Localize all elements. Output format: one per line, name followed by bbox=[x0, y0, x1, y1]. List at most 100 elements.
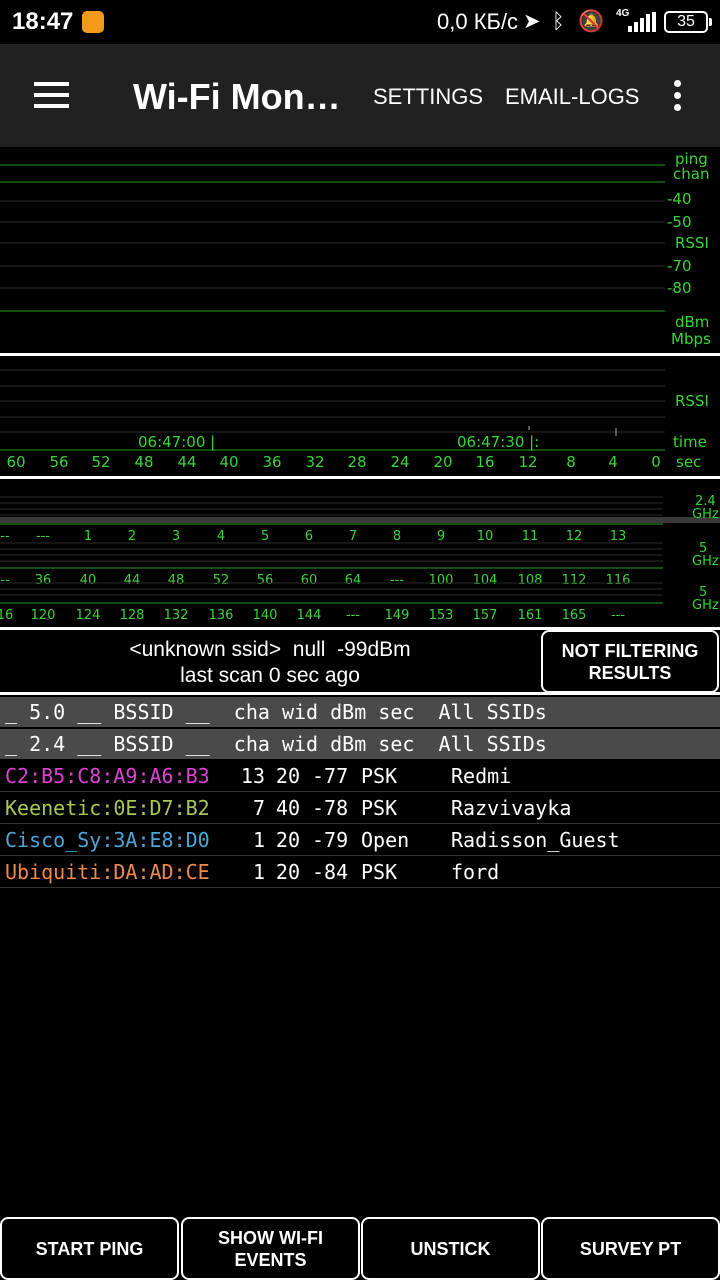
table-row[interactable]: Cisco_Sy:3A:E8:D0 1 20 -79 Open Radisson_Gues… bbox=[0, 825, 720, 856]
bssid-cell: Cisco_Sy:3A:E8:D0 bbox=[5, 828, 210, 852]
channel-tick: 52 bbox=[213, 573, 230, 588]
channel-tick: 124 bbox=[76, 608, 101, 623]
channel-tick: 11 bbox=[522, 529, 539, 544]
channel-tick: 48 bbox=[168, 573, 185, 588]
channel-tick: 100 bbox=[429, 573, 454, 588]
axis-label-70: -70 bbox=[667, 257, 692, 275]
rssi-cell: -79 bbox=[312, 828, 349, 852]
divider bbox=[0, 476, 720, 479]
rssi-time-canvas: RSSI 06:47:00 | 06:47:30 |: time 60 56 52 4… bbox=[0, 369, 709, 471]
unstick-button[interactable]: UNSTICK bbox=[361, 1217, 540, 1280]
divider bbox=[0, 692, 720, 695]
band-24-label-top: 2.4 bbox=[695, 494, 716, 509]
channel-tick: 8 bbox=[393, 529, 401, 544]
divider bbox=[0, 627, 720, 630]
email-logs-button[interactable]: EMAIL-LOGS bbox=[505, 84, 640, 109]
band-5a-label-bottom: GHz bbox=[692, 554, 719, 569]
rssi-time-graph: RSSI 06:47:00 | 06:47:30 |: time 60 56 52 4… bbox=[0, 356, 720, 476]
channel-tick: 120 bbox=[31, 608, 56, 623]
channel-tick: 4 bbox=[217, 529, 225, 544]
channel-tick: -- bbox=[0, 573, 10, 588]
sec-tick: 28 bbox=[347, 453, 366, 471]
table-header-5ghz[interactable]: _ 5.0 __ BSSID __ cha wid dBm sec All SS… bbox=[0, 697, 720, 727]
channel-tick: 140 bbox=[253, 608, 278, 623]
ssid-cell: Radisson_Guest bbox=[451, 828, 620, 852]
channel-tick: 44 bbox=[124, 573, 141, 588]
channel-tick: --- bbox=[390, 573, 404, 588]
band-5b-label-top: 5 bbox=[699, 585, 707, 600]
sec-tick: 16 bbox=[475, 453, 494, 471]
overflow-menu-icon[interactable] bbox=[674, 80, 684, 112]
width-cell: 20 bbox=[275, 764, 300, 788]
channel-cell: 13 bbox=[240, 764, 265, 788]
survey-pt-button[interactable]: SURVEY PT bbox=[541, 1217, 720, 1280]
channel-tick: 40 bbox=[80, 573, 97, 588]
channel-tick: 64 bbox=[345, 573, 362, 588]
channel-tick: 128 bbox=[120, 608, 145, 623]
sec-tick: 36 bbox=[262, 453, 281, 471]
show-wifi-events-button[interactable]: SHOW WI-FI EVENTS bbox=[181, 1217, 360, 1280]
channel-tick: 3 bbox=[172, 529, 180, 544]
app-title: Wi-Fi Monit… bbox=[133, 76, 348, 117]
security-cell: PSK bbox=[361, 860, 398, 884]
clock: 18:47 bbox=[12, 8, 74, 35]
ssid-cell: Redmi bbox=[451, 764, 512, 788]
bssid-cell: C2:B5:C8:A9:A6:B3 bbox=[5, 764, 210, 788]
sec-tick: 40 bbox=[219, 453, 238, 471]
mbps-label: Mbps bbox=[671, 330, 711, 348]
chan-label: chan bbox=[673, 165, 709, 183]
bluetooth-icon: ᛒ bbox=[552, 9, 565, 33]
channel-tick: 7 bbox=[349, 529, 357, 544]
settings-button[interactable]: SETTINGS bbox=[373, 84, 484, 109]
sec-axis-label: sec bbox=[676, 453, 701, 471]
channel-tick: 157 bbox=[473, 608, 498, 623]
sec-tick: 8 bbox=[566, 453, 576, 471]
sec-tick: 32 bbox=[305, 453, 324, 471]
channel-tick: 10 bbox=[477, 529, 494, 544]
filter-button[interactable]: NOT FILTERING RESULTS bbox=[541, 630, 719, 693]
channel-tick: 112 bbox=[562, 573, 587, 588]
sec-tick: 24 bbox=[390, 453, 409, 471]
channel-tick: 12 bbox=[566, 529, 583, 544]
channel-tick: 108 bbox=[518, 573, 543, 588]
channel-tick: 36 bbox=[35, 573, 52, 588]
network-type: 4G bbox=[616, 8, 630, 19]
battery-icon: 35 bbox=[664, 11, 712, 33]
divider bbox=[0, 353, 720, 356]
table-header-24ghz[interactable]: _ 2.4 __ BSSID __ cha wid dBm sec All SS… bbox=[0, 729, 720, 759]
channel-tick: 16 bbox=[0, 608, 13, 623]
signal-icon bbox=[628, 12, 656, 32]
channel-tick: 104 bbox=[473, 573, 498, 588]
dbm-label: dBm bbox=[675, 313, 709, 331]
channel-tick: 56 bbox=[257, 573, 274, 588]
ping-label: ping bbox=[675, 150, 708, 168]
channel-tick: 6 bbox=[305, 529, 313, 544]
time-axis-label: time bbox=[673, 433, 707, 451]
table-row[interactable]: Ubiquiti:DA:AD:CE 1 20 -84 PSK ford bbox=[0, 857, 720, 888]
bssid-cell: Ubiquiti:DA:AD:CE bbox=[5, 860, 210, 884]
start-ping-button[interactable]: START PING bbox=[0, 1217, 179, 1280]
axis-label-50: -50 bbox=[667, 213, 692, 231]
band-24-label-bottom: GHz bbox=[692, 507, 719, 522]
channel-tick: 165 bbox=[562, 608, 587, 623]
table-row[interactable]: Keenetic:0E:D7:B2 7 40 -78 PSK Razvivayka bbox=[0, 793, 720, 824]
menu-icon[interactable] bbox=[34, 82, 69, 108]
security-cell: PSK bbox=[361, 796, 398, 820]
channel-tick: 144 bbox=[297, 608, 322, 623]
sec-tick: 4 bbox=[608, 453, 618, 471]
table-row[interactable]: C2:B5:C8:A9:A6:B3 13 20 -77 PSK Redmi bbox=[0, 761, 720, 792]
channel-tick: 1 bbox=[84, 529, 92, 544]
timestamp-0: 06:47:00 | bbox=[138, 433, 215, 451]
ssid-cell: Razvivayka bbox=[451, 796, 572, 820]
sec-tick: 12 bbox=[518, 453, 537, 471]
bssid-cell: Keenetic:0E:D7:B2 bbox=[5, 796, 210, 820]
channel-tick: 2 bbox=[128, 529, 136, 544]
channel-cell: 1 bbox=[252, 828, 265, 852]
width-cell: 40 bbox=[275, 796, 300, 820]
width-cell: 20 bbox=[275, 860, 300, 884]
rssi-cell: -78 bbox=[312, 796, 349, 820]
channel-cell: 7 bbox=[252, 796, 265, 820]
timestamp-1: 06:47:30 |: bbox=[457, 433, 539, 451]
bell-off-icon: 🔕 bbox=[578, 9, 605, 33]
channel-tick: 5 bbox=[261, 529, 269, 544]
